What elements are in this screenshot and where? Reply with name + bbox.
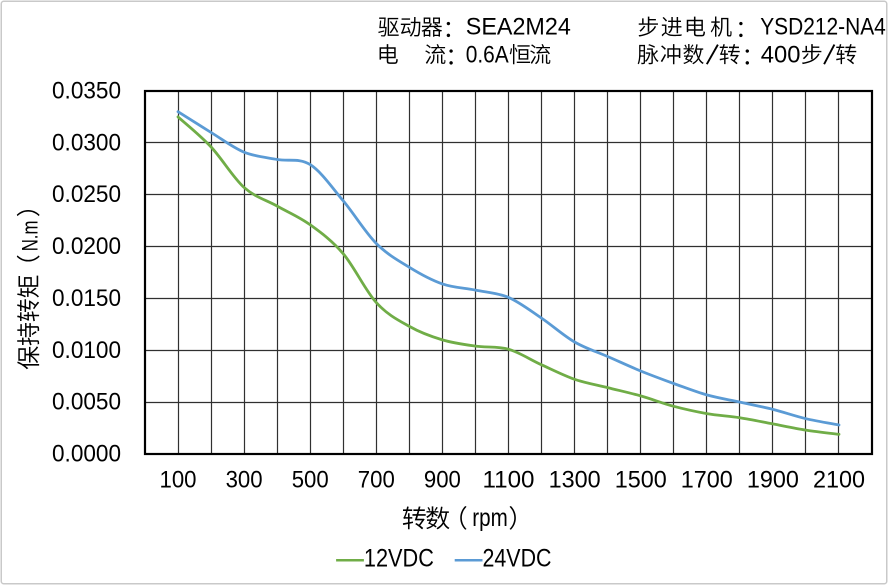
svg-text:700: 700 xyxy=(358,467,395,494)
svg-text:SEA2M24: SEA2M24 xyxy=(466,14,571,41)
svg-text:1100: 1100 xyxy=(483,467,535,494)
svg-text:12VDC: 12VDC xyxy=(364,545,434,573)
svg-text:1300: 1300 xyxy=(549,467,601,494)
svg-text:2100: 2100 xyxy=(813,467,865,494)
svg-text:0.6A: 0.6A xyxy=(466,42,509,69)
svg-text:N.m: N.m xyxy=(17,221,42,252)
svg-text:rpm: rpm xyxy=(472,504,508,532)
svg-text:500: 500 xyxy=(292,467,329,494)
svg-text:300: 300 xyxy=(226,467,263,494)
svg-text:0.0250: 0.0250 xyxy=(52,181,121,208)
svg-text:400: 400 xyxy=(761,42,801,69)
svg-text:0.0300: 0.0300 xyxy=(52,129,121,156)
svg-text:24VDC: 24VDC xyxy=(483,545,552,573)
svg-text:0.0150: 0.0150 xyxy=(52,285,121,312)
svg-text:1700: 1700 xyxy=(681,467,733,494)
svg-text:0.0000: 0.0000 xyxy=(52,441,121,468)
svg-text:1900: 1900 xyxy=(747,467,799,494)
svg-text:100: 100 xyxy=(160,467,197,494)
svg-text:1500: 1500 xyxy=(615,467,667,494)
svg-text:0.0200: 0.0200 xyxy=(52,233,121,260)
svg-text:0.0100: 0.0100 xyxy=(52,337,121,364)
svg-text:YSD212-NA4: YSD212-NA4 xyxy=(760,14,886,41)
svg-text:0.0350: 0.0350 xyxy=(52,78,121,105)
svg-text:0.0050: 0.0050 xyxy=(52,389,121,416)
svg-text:900: 900 xyxy=(424,467,461,494)
